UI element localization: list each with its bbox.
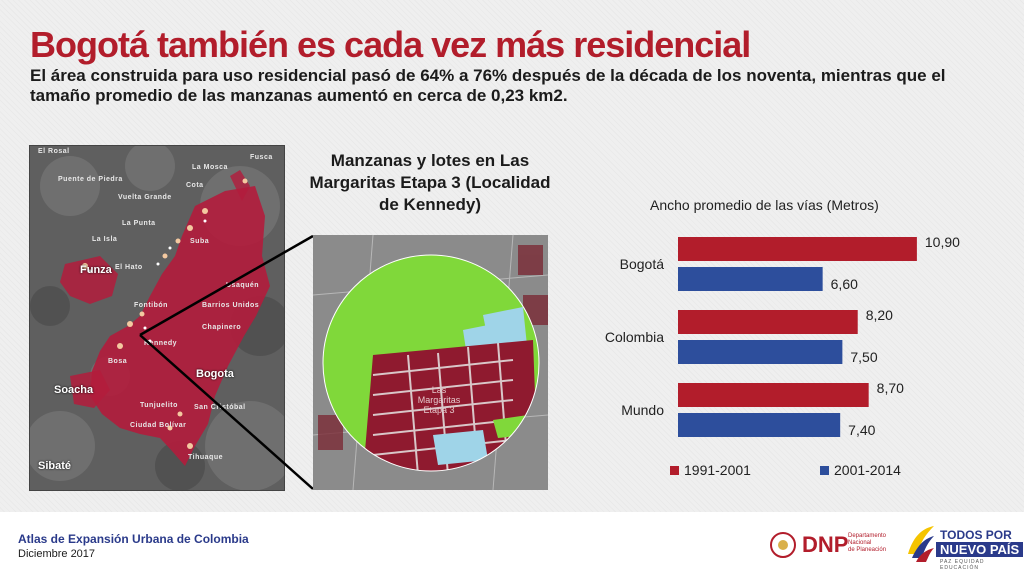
- data-label: 6,60: [831, 276, 858, 292]
- map-label-tihuaque: Tihuaque: [188, 454, 223, 461]
- data-label: 7,50: [850, 349, 877, 365]
- map-city-bogota: Bogota: [196, 368, 234, 380]
- category-label: Colombia: [605, 329, 664, 345]
- map-label-tunjuelito: Tunjuelito: [140, 402, 178, 409]
- dnp-emblem-icon: [770, 532, 796, 558]
- map-label-suba: Suba: [190, 238, 210, 245]
- page-title: Bogotá también es cada vez más residenci…: [30, 24, 751, 65]
- data-label: 7,40: [848, 422, 875, 438]
- bar-1991-2001: [678, 383, 869, 407]
- map-label-vuelta-grande: Vuelta Grande: [118, 194, 172, 201]
- map-label-fontibon: Fontibón: [134, 302, 168, 309]
- inset-map-graphic: [313, 235, 548, 490]
- map-label-kennedy: Kennedy: [144, 340, 178, 347]
- map-label-la-isla: La Isla: [92, 236, 118, 243]
- map-label-san-cristobal: San Cristóbal: [194, 404, 246, 411]
- map-label-fusca: Fusca: [250, 154, 273, 161]
- footer-date: Diciembre 2017: [18, 548, 96, 560]
- chart-title: Ancho promedio de las vías (Metros): [650, 197, 879, 213]
- colombia-flag-mark-icon: [908, 526, 934, 562]
- inset-title: Manzanas y lotes en Las Margaritas Etapa…: [309, 151, 551, 214]
- gov-logo-line2: NUEVO PAÍS: [936, 542, 1024, 557]
- page-subtitle: El área construida para uso residencial …: [30, 66, 946, 105]
- gov-logo-line3: PAZ EQUIDAD EDUCACIÓN: [940, 559, 985, 571]
- footer-publication: Atlas de Expansión Urbana de Colombia: [18, 532, 249, 546]
- inset-map-label: Las Margaritas Etapa 3: [417, 385, 461, 415]
- bar-1991-2001: [678, 237, 917, 261]
- legend-swatch: [670, 466, 679, 475]
- map-city-soacha: Soacha: [54, 384, 94, 396]
- data-label: 10,90: [925, 234, 960, 250]
- map-label-el-rosal: El Rosal: [38, 148, 70, 155]
- map-label-el-hato: El Hato: [115, 264, 143, 271]
- footer-bar: [0, 512, 1024, 576]
- map-label-la-mosca: La Mosca: [192, 164, 228, 171]
- bar-2001-2014: [678, 267, 823, 291]
- legend-label: 2001-2014: [834, 462, 901, 478]
- map-label-chapinero: Chapinero: [202, 324, 242, 331]
- category-label: Bogotá: [620, 256, 665, 272]
- dnp-logo: DNP: [802, 532, 849, 557]
- chart-plot: Bogotá 10,90 6,60 Colombia 8,20 7,50 Mundo 8,70…: [605, 234, 960, 478]
- map-label-puente-de-piedra: Puente de Piedra: [58, 176, 123, 183]
- legend-label: 1991-2001: [684, 462, 751, 478]
- road-width-chart: Ancho promedio de las vías (Metros) Bogo…: [560, 185, 1000, 495]
- bar-1991-2001: [678, 310, 858, 334]
- legend-swatch: [820, 466, 829, 475]
- map-label-la-punta: La Punta: [122, 220, 156, 227]
- map-label-ciudad-bolivar: Ciudad Bolívar: [130, 422, 187, 429]
- map-label-usaquen: Usaquén: [226, 282, 260, 289]
- map-label-bosa: Bosa: [108, 358, 128, 365]
- data-label: 8,20: [866, 307, 893, 323]
- category-label: Mundo: [621, 402, 664, 418]
- map-label-cota: Cota: [186, 182, 204, 189]
- bar-2001-2014: [678, 413, 841, 437]
- data-label: 8,70: [877, 380, 904, 396]
- map-city-funza: Funza: [80, 264, 112, 276]
- dnp-logo-subtitle: Departamento Nacional de Planeación: [848, 533, 887, 553]
- map-city-sibate: Sibaté: [38, 460, 72, 472]
- bogota-map: El Rosal Puente de Piedra Vuelta Grande …: [29, 145, 285, 491]
- bar-2001-2014: [678, 340, 843, 364]
- inset-map: Las Margaritas Etapa 3: [313, 235, 548, 490]
- map-label-barrios-unidos: Barrios Unidos: [202, 302, 260, 309]
